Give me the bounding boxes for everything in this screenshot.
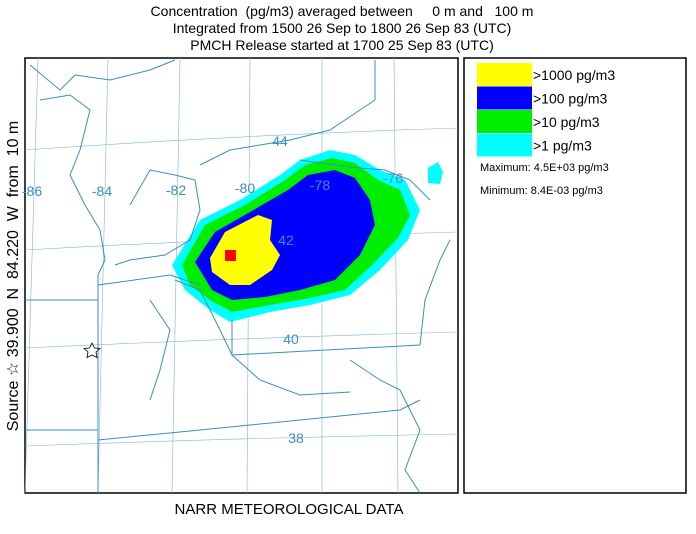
legend-swatch: [477, 110, 532, 133]
boundaries: [25, 59, 451, 494]
legend-label: >1000 pg/m3: [533, 67, 615, 83]
plume: [172, 150, 443, 322]
side-label: Source ☆ 39.900 N 84.220 W from 10 m: [5, 121, 22, 431]
header-line: Concentration (pg/m3) averaged between 0…: [151, 3, 534, 19]
lat-label: 38: [288, 430, 304, 446]
lon-label: -86: [22, 183, 42, 199]
legend-label: >1 pg/m3: [533, 138, 592, 154]
minimum: Minimum: 8.4E-03 pg/m3: [480, 185, 603, 197]
footer: NARR METEOROLOGICAL DATA: [175, 501, 404, 518]
lon-label: -76: [383, 170, 403, 186]
header-line: Integrated from 1500 26 Sep to 1800 26 S…: [173, 20, 512, 36]
legend-label: >100 pg/m3: [533, 91, 608, 107]
maximum: Maximum: 4.5E+03 pg/m3: [480, 162, 609, 174]
legend-label: >10 pg/m3: [533, 114, 600, 130]
lat-label: 44: [272, 133, 288, 149]
legend-swatch: [477, 86, 532, 110]
lat-lon-labels: -86 -84 -82 -80 -78 -76 44 42 40 38: [22, 133, 403, 446]
lon-label: -84: [92, 183, 112, 199]
legend-swatch: [477, 63, 532, 86]
lon-label: -78: [310, 177, 330, 193]
lon-label: -80: [235, 180, 255, 196]
lon-label: -82: [166, 182, 186, 198]
map: -86 -84 -82 -80 -78 -76 44 42 40 38: [22, 57, 459, 494]
legend-swatch: [477, 133, 532, 157]
source-star: [83, 342, 101, 359]
legend: >1000 pg/m3 >100 pg/m3 >10 pg/m3 >1 pg/m3: [477, 63, 615, 157]
lat-label: 42: [278, 232, 294, 248]
header-line: PMCH Release started at 1700 25 Sep 83 (…: [190, 37, 493, 53]
lat-label: 40: [283, 331, 299, 347]
